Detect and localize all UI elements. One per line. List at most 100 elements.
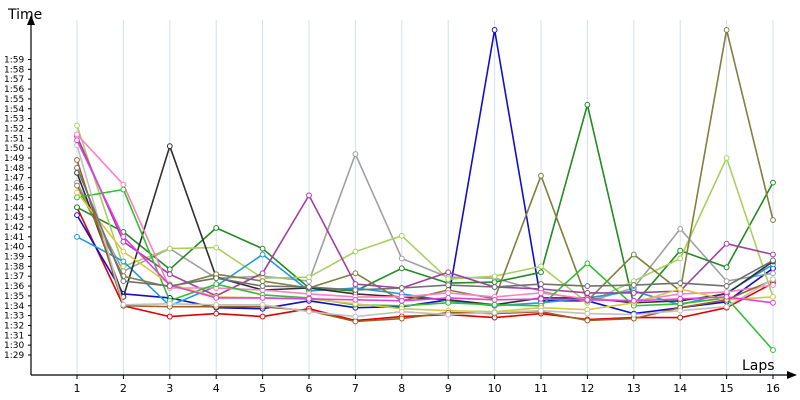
data-point [538,295,544,302]
series-14 [74,142,776,320]
y-tick-label: 1:37 [4,272,24,282]
x-tick-label: 14 [673,382,687,395]
x-tick-label: 6 [306,382,313,395]
y-tick-label: 1:32 [4,321,24,331]
y-axis-arrow-icon [27,15,35,25]
data-point [259,245,266,252]
data-point [677,286,684,292]
data-point [677,295,684,302]
y-tick-label: 1:44 [4,203,24,213]
data-point [352,270,359,277]
x-tick-label: 15 [720,382,734,395]
series-line [76,29,774,302]
y-tick-label: 1:53 [4,115,24,125]
data-point [723,155,730,161]
y-axis-title: Time [7,7,42,23]
data-point [74,182,80,189]
x-axis-arrow-icon [787,371,797,379]
x-tick-label: 11 [534,382,548,395]
y-tick-label: 1:51 [4,134,24,144]
y-tick-label: 1:48 [4,164,24,174]
data-point [770,347,776,353]
data-point [445,290,452,296]
y-tick-label: 1:54 [4,105,24,115]
data-point [398,297,405,304]
data-point [723,240,730,247]
data-point [491,284,498,290]
data-point [213,281,220,287]
data-point [584,283,591,289]
data-point [584,101,591,108]
data-point [538,281,544,287]
data-point [723,293,730,300]
data-point [74,122,80,129]
data-point [630,311,637,318]
data-point [259,283,266,289]
x-tick-label: 13 [627,382,641,395]
y-tick-label: 1:39 [4,253,24,263]
x-tick-label: 12 [580,382,594,395]
data-point [584,310,591,317]
series-line [76,104,774,306]
y-tick-label: 1:45 [4,193,24,203]
data-point [74,204,80,211]
data-point [398,315,405,322]
x-tick-label: 4 [213,382,220,395]
data-point [491,27,498,33]
data-point [630,251,637,258]
data-point [120,278,127,285]
series-group [74,27,776,353]
data-point [120,186,127,193]
series-16 [74,164,776,293]
data-point [120,248,127,255]
y-tick-labels: 1:291:301:311:321:331:341:351:361:371:38… [4,56,31,361]
data-point [166,245,173,252]
data-point [770,293,776,300]
data-point [259,294,266,301]
series-line [76,139,774,304]
data-point [398,308,405,315]
data-point [677,226,684,232]
data-point [213,294,220,301]
y-tick-label: 1:56 [4,85,24,95]
data-point [584,296,591,303]
data-point [677,280,684,286]
data-point [213,301,220,308]
grid-lines [76,20,774,379]
data-point [306,308,312,315]
series-5 [74,122,776,306]
data-point [584,260,591,267]
y-tick-label: 1:36 [4,282,24,292]
data-point [445,294,452,301]
data-point [166,300,173,307]
data-point [213,244,220,251]
data-point [538,307,544,314]
data-point [677,291,684,297]
data-point [538,290,544,296]
series-line [76,133,774,302]
y-tick-label: 1:46 [4,184,24,194]
data-point [491,279,498,286]
data-point [120,301,127,308]
data-point [213,225,220,231]
series-line [76,144,774,318]
data-point [491,296,498,303]
y-tick-label: 1:34 [4,302,24,312]
x-tick-label: 10 [488,382,502,395]
data-point [723,264,730,271]
y-tick-label: 1:30 [4,341,24,351]
y-tick-label: 1:49 [4,154,24,164]
data-point [352,296,359,303]
data-point [398,232,405,239]
y-tick-label: 1:31 [4,331,24,341]
series-line [76,188,774,351]
data-point [259,301,266,308]
data-point [306,192,312,199]
data-point [166,266,173,273]
data-point [398,255,405,262]
data-point [630,297,637,304]
data-point [352,313,359,320]
data-point [538,269,544,276]
x-tick-label: 1 [74,382,81,395]
